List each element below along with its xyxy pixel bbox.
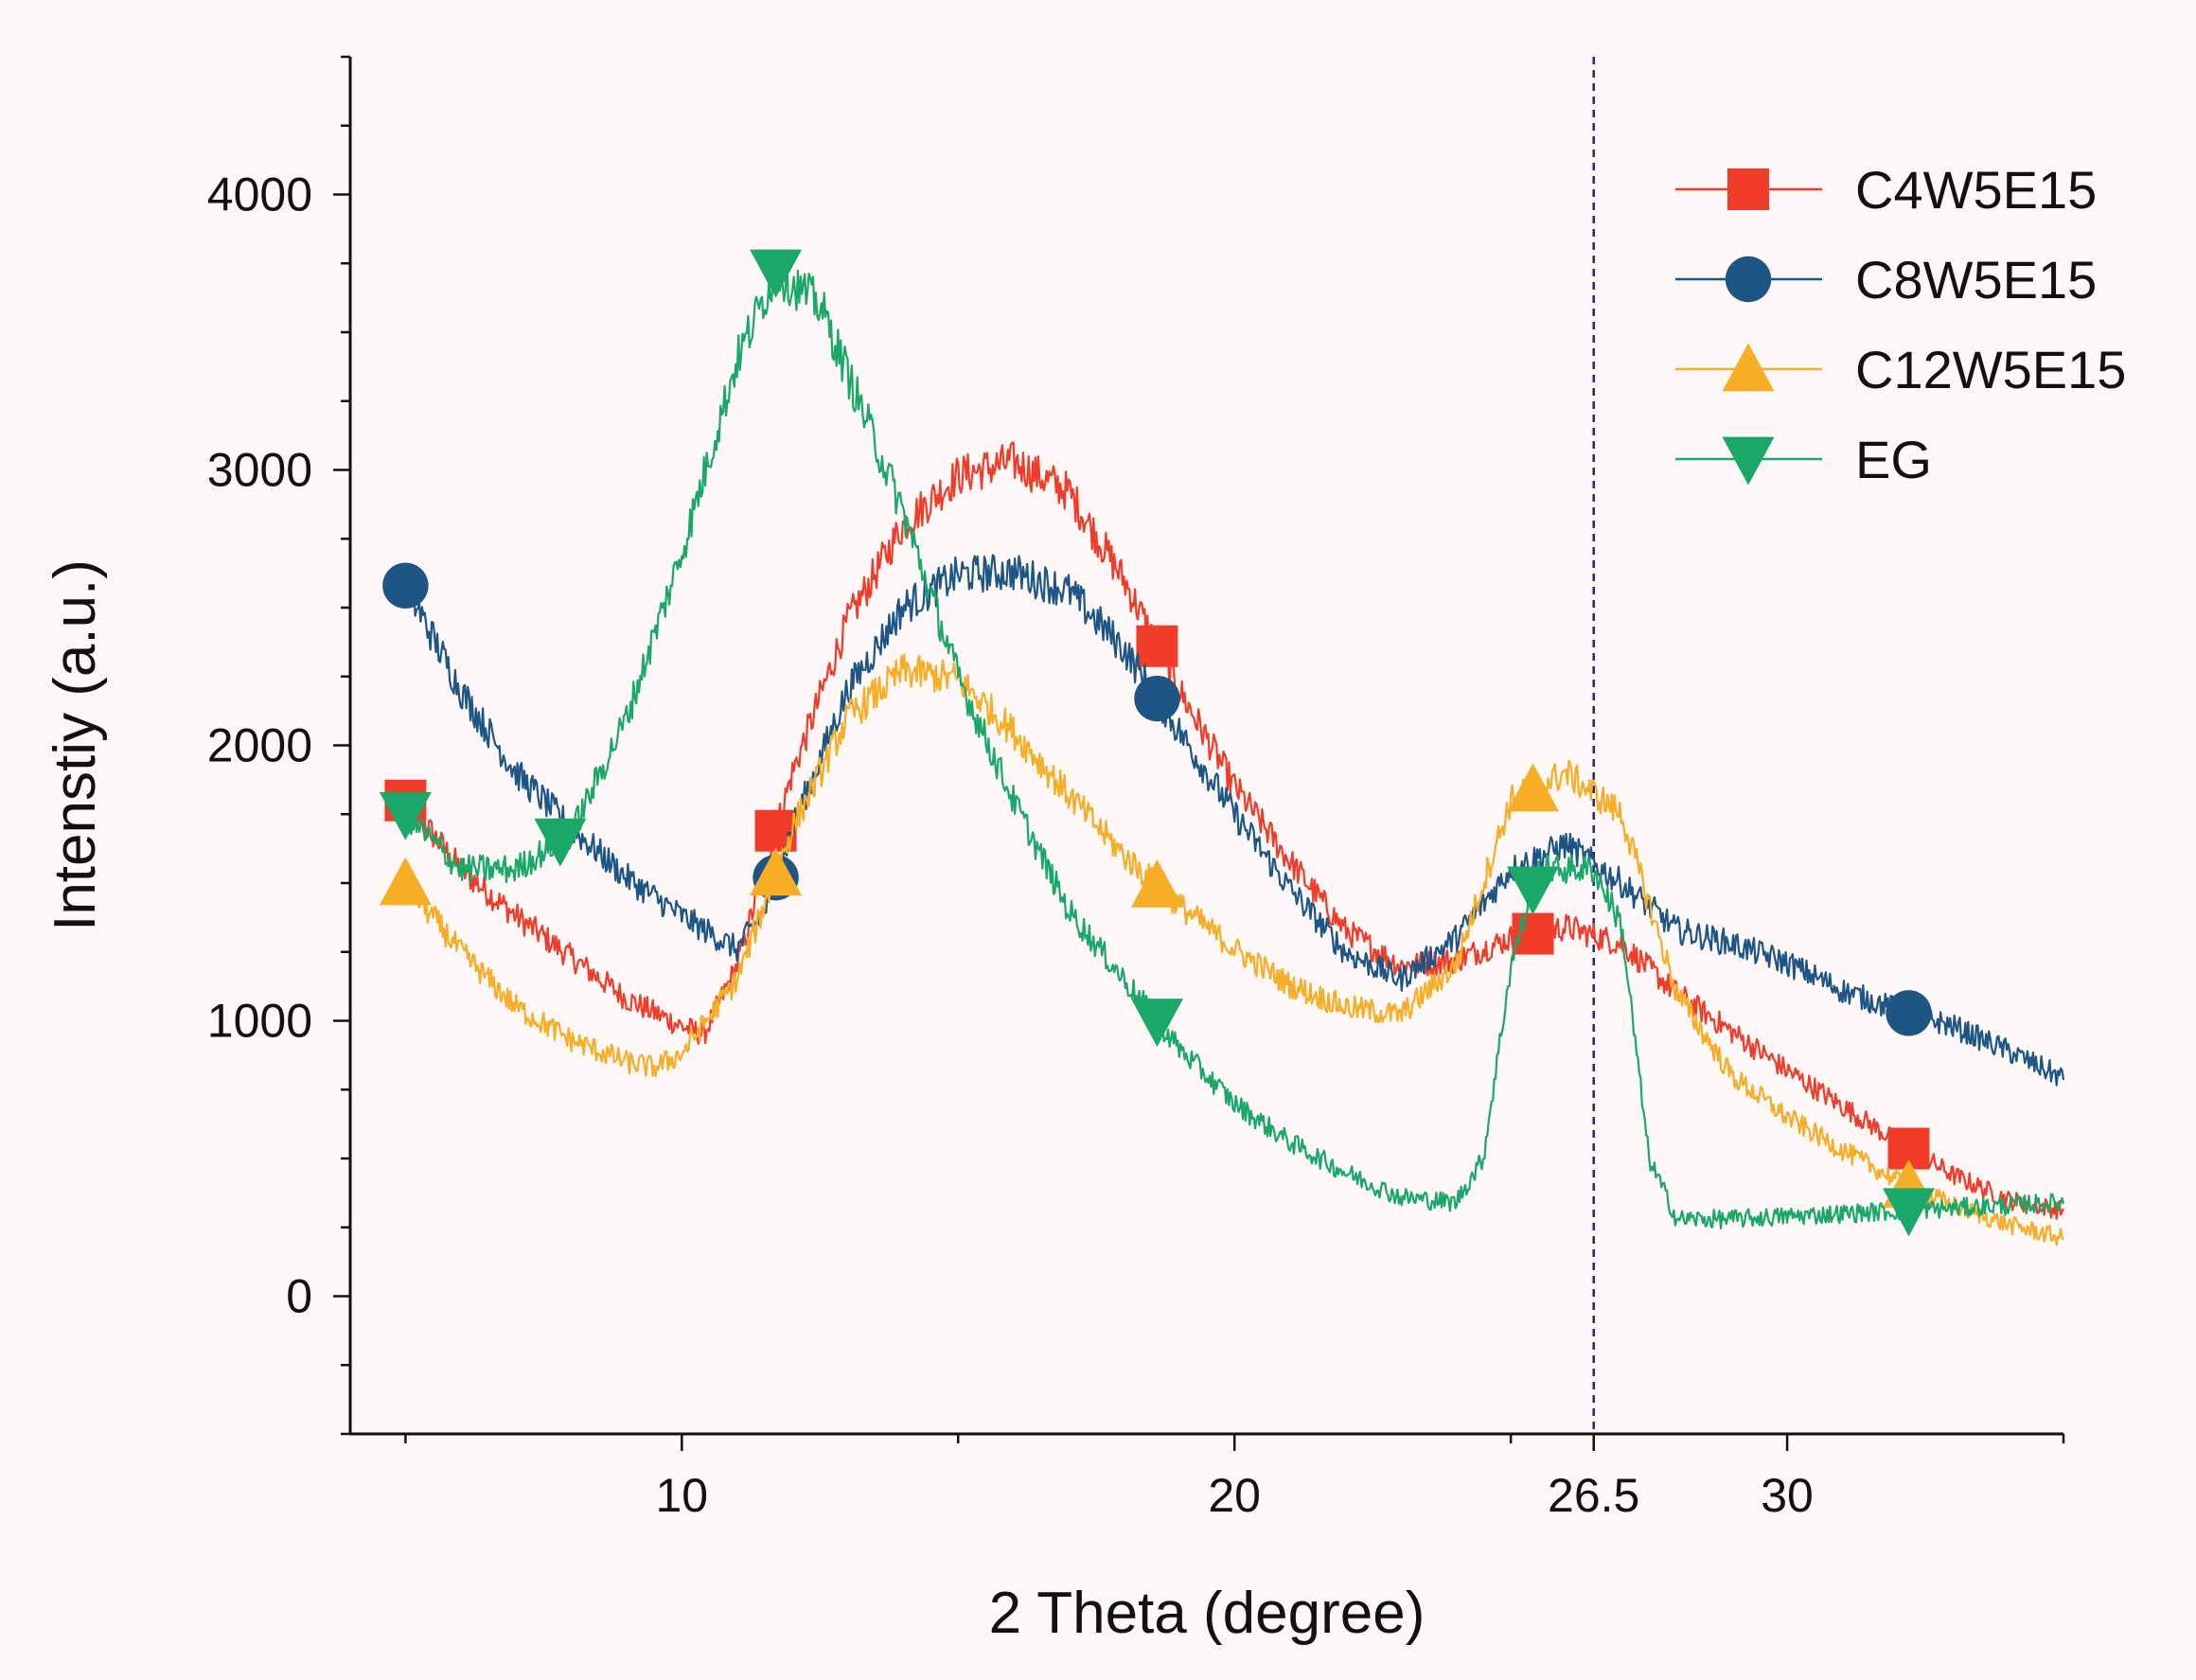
data-point-C12W5E15 (1130, 858, 1183, 908)
y-tick-label: 2000 (207, 719, 312, 772)
y-tick-label: 3000 (207, 444, 312, 497)
series-line-C12W5E15 (404, 653, 2064, 1247)
data-point-C4W5E15 (1512, 912, 1554, 955)
series-line-C8W5E15 (404, 554, 2065, 1087)
data-point-C8W5E15 (1134, 675, 1180, 722)
x-axis-title: 2 Theta (degree) (989, 1581, 1426, 1646)
legend: C4W5E15 C8W5E15 C12W5E15 EG (1675, 160, 2126, 489)
data-point-EG (1883, 1188, 1936, 1237)
data-point-C4W5E15 (1136, 625, 1178, 667)
data-point-EG (750, 249, 803, 298)
data-point-EG (1506, 866, 1559, 915)
series-line-EG (404, 256, 2065, 1229)
data-point-C8W5E15 (1886, 990, 1932, 1036)
data-point-EG (1130, 999, 1183, 1047)
series-EG (379, 249, 2065, 1237)
y-axis-title: Intenstiy (a.u.) (43, 559, 108, 931)
data-point-C12W5E15 (379, 857, 432, 906)
x-tick-label: 20 (1208, 1469, 1261, 1522)
data-point-C8W5E15 (382, 562, 429, 609)
series-C4W5E15 (384, 441, 2065, 1220)
legend-label: EG (1855, 430, 1932, 489)
y-tick-label: 0 (286, 1270, 312, 1323)
y-tick-label: 1000 (207, 995, 312, 1048)
x-tick-label: 26.5 (1548, 1469, 1639, 1522)
legend-marker-C12W5E15 (1722, 343, 1775, 392)
legend-label: C4W5E15 (1855, 160, 2097, 220)
legend-label: C8W5E15 (1855, 250, 2097, 309)
legend-label: C12W5E15 (1855, 340, 2126, 399)
legend-marker-EG (1722, 436, 1775, 486)
y-tick-label: 4000 (207, 168, 312, 221)
x-tick-label: 10 (656, 1469, 709, 1522)
data-point-EG (379, 791, 432, 840)
data-point-EG (534, 818, 587, 867)
series-C8W5E15 (382, 554, 2065, 1087)
legend-marker-C4W5E15 (1727, 168, 1769, 210)
legend-marker-C8W5E15 (1725, 256, 1772, 303)
x-tick-label: 30 (1761, 1469, 1814, 1522)
series-line-C4W5E15 (404, 441, 2065, 1220)
series-C12W5E15 (379, 653, 2064, 1247)
data-point-C12W5E15 (750, 847, 803, 896)
data-point-C12W5E15 (1506, 763, 1559, 812)
